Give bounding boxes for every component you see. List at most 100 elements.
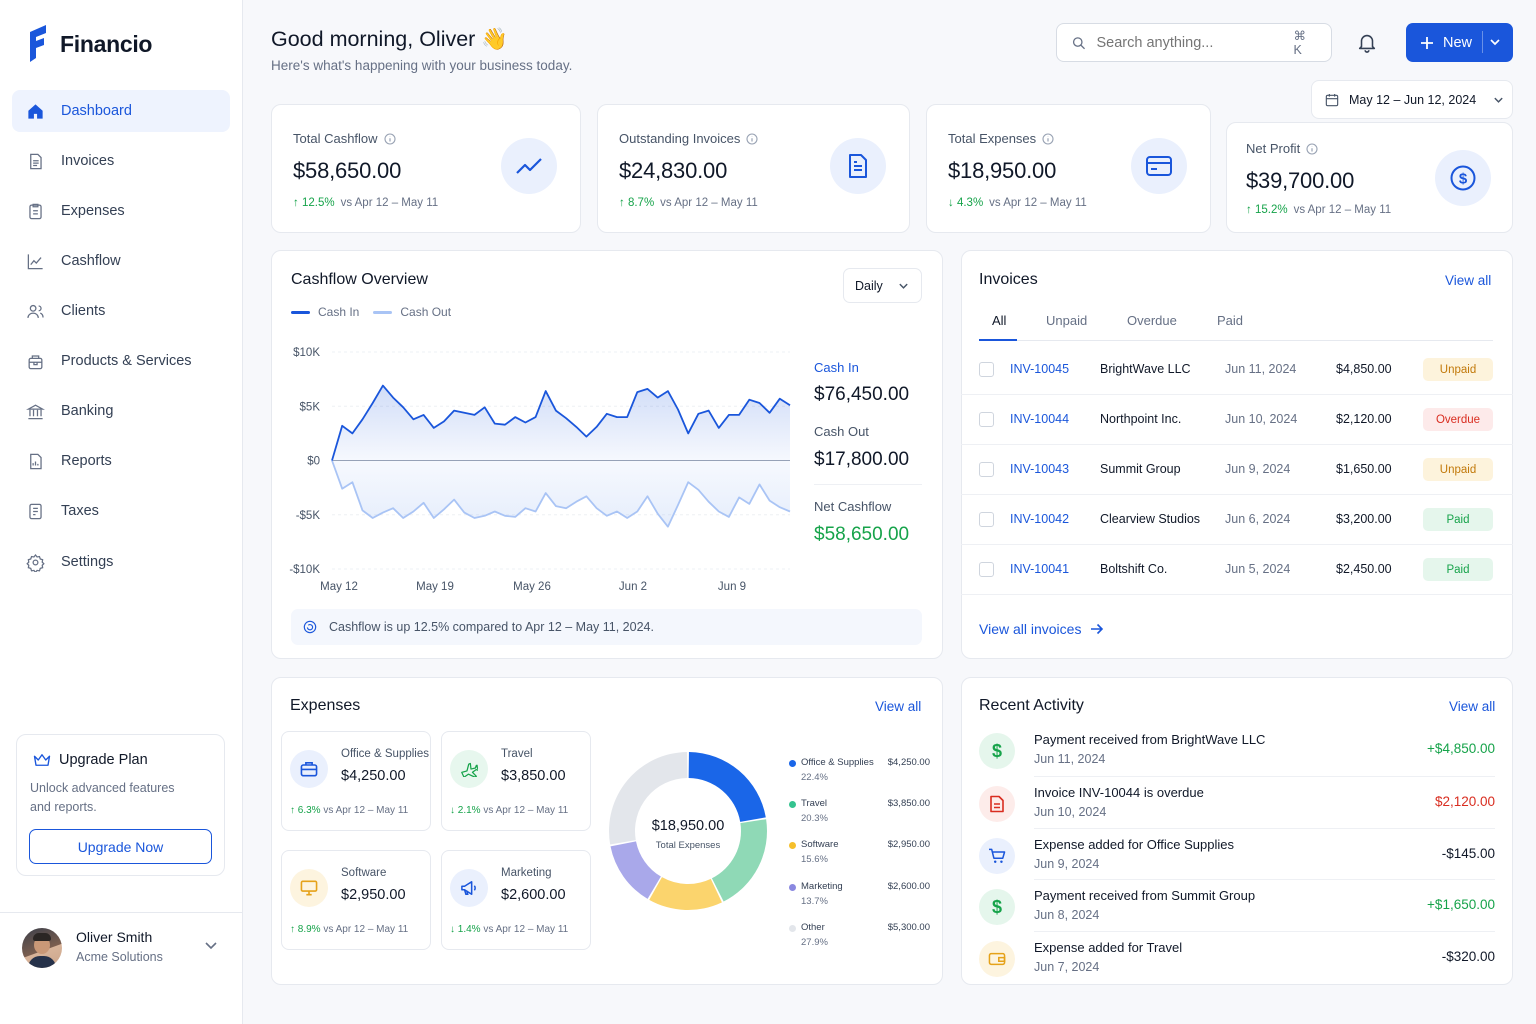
invoice-id[interactable]: INV-10044	[1010, 412, 1070, 426]
info-icon[interactable]	[746, 132, 758, 145]
stat-delta: ↑ 8.7% vs Apr 12 – May 11	[619, 197, 758, 209]
stat-value: $18,950.00	[948, 158, 1057, 183]
x-tick-label: Jun 9	[718, 581, 746, 593]
expenses-view-all-link[interactable]: View all	[875, 699, 922, 714]
sidebar-item-dashboard[interactable]: Dashboard	[12, 90, 230, 132]
megaphone-icon	[450, 869, 488, 907]
tab-all[interactable]: All	[992, 313, 1007, 328]
activity-view-all-link[interactable]: View all	[1449, 699, 1496, 714]
chevron-down-icon[interactable]	[204, 941, 218, 951]
search-input[interactable]	[1096, 34, 1284, 51]
invoices-view-all-link[interactable]: View all	[1445, 273, 1492, 288]
legend-swatch-cash-in	[291, 310, 310, 314]
brand-logo[interactable]: Financio	[26, 24, 152, 64]
row-checkbox[interactable]	[979, 562, 994, 577]
sidebar-item-expenses[interactable]: Expenses	[12, 190, 230, 232]
activity-title-text: Expense added for Office Supplies	[1034, 837, 1234, 852]
new-button[interactable]: New	[1406, 23, 1513, 62]
invoice-client: Northpoint Inc.	[1100, 412, 1182, 426]
sidebar-item-label: Settings	[61, 554, 114, 570]
invoice-id[interactable]: INV-10045	[1010, 362, 1070, 376]
info-icon[interactable]	[1042, 132, 1054, 145]
donut-segment	[688, 752, 766, 822]
table-row[interactable]: INV-10043 Summit Group Jun 9, 2024 $1,65…	[961, 445, 1513, 495]
info-icon[interactable]	[1306, 142, 1318, 155]
sidebar-item-banking[interactable]: Banking	[12, 390, 230, 432]
cashflow-title: Cashflow Overview	[291, 271, 428, 288]
legend-pct: 20.3%	[801, 813, 828, 824]
sidebar-item-reports[interactable]: Reports	[12, 440, 230, 482]
invoices-title: Invoices	[979, 271, 1038, 288]
wallet-icon	[979, 941, 1015, 977]
chevron-down-icon	[1490, 39, 1500, 46]
date-range-picker[interactable]: May 12 – Jun 12, 2024	[1311, 80, 1513, 119]
new-button-label: New	[1443, 34, 1473, 51]
financio-logo-icon	[30, 25, 46, 62]
sidebar-item-cashflow[interactable]: Cashflow	[12, 240, 230, 282]
tab-paid[interactable]: Paid	[1217, 313, 1244, 328]
row-checkbox[interactable]	[979, 412, 994, 427]
sidebar-item-taxes[interactable]: Taxes	[12, 490, 230, 532]
user-company: Acme Solutions	[76, 950, 163, 964]
sidebar-item-invoices[interactable]: Invoices	[12, 140, 230, 182]
delta-period: vs Apr 12 – May 11	[340, 197, 439, 209]
expense-tile-software[interactable]: Software $2,950.00 ↑ 8.9% vs Apr 12 – Ma…	[281, 850, 431, 950]
tax-icon	[29, 503, 42, 519]
document-icon	[830, 138, 886, 194]
table-row[interactable]: INV-10044 Northpoint Inc. Jun 10, 2024 $…	[961, 395, 1513, 445]
expense-name: Software	[341, 867, 387, 879]
sidebar-item-products[interactable]: Products & Services	[12, 340, 230, 382]
period-select[interactable]: Daily	[843, 268, 922, 303]
box-icon	[28, 354, 43, 369]
sidebar-item-settings[interactable]: Settings	[12, 541, 230, 583]
row-checkbox[interactable]	[979, 362, 994, 377]
expense-delta: ↑ 8.9% vs Apr 12 – May 11	[290, 924, 409, 935]
expense-tile-travel[interactable]: Travel $3,850.00 ↓ 2.1% vs Apr 12 – May …	[441, 731, 591, 831]
sidebar-item-label: Taxes	[61, 503, 99, 519]
briefcase-icon	[290, 750, 328, 788]
bell-icon[interactable]	[1356, 31, 1378, 53]
search-bar[interactable]: ⌘ K	[1056, 23, 1332, 62]
activity-item[interactable]: $ Payment received from BrightWave LLC J…	[977, 727, 1495, 779]
expense-amount: $2,950.00	[341, 887, 406, 903]
activity-item[interactable]: $ Payment received from Summit Group Jun…	[977, 883, 1495, 935]
activity-date: Jun 8, 2024	[1034, 908, 1100, 922]
arrow-up-icon: ↑ 15.2%	[1246, 204, 1288, 216]
stat-delta: ↑ 15.2% vs Apr 12 – May 11	[1246, 204, 1391, 216]
recent-activity-card	[961, 677, 1513, 985]
invoice-client: BrightWave LLC	[1100, 362, 1191, 376]
view-all-invoices-link[interactable]: View all invoices	[979, 621, 1104, 637]
dollar-icon: $	[979, 733, 1015, 769]
table-row[interactable]: INV-10042 Clearview Studios Jun 6, 2024 …	[961, 495, 1513, 545]
activity-item[interactable]: Expense added for Office Supplies Jun 9,…	[977, 832, 1495, 884]
sidebar-item-clients[interactable]: Clients	[12, 290, 230, 332]
invoice-id[interactable]: INV-10041	[1010, 562, 1070, 576]
activity-item[interactable]: Expense added for Travel Jun 7, 2024 -$3…	[977, 935, 1495, 987]
invoice-id[interactable]: INV-10043	[1010, 462, 1070, 476]
upgrade-now-button[interactable]: Upgrade Now	[29, 829, 212, 864]
activity-item[interactable]: Invoice INV-10044 is overdue Jun 10, 202…	[977, 780, 1495, 832]
status-badge: Overdue	[1423, 408, 1493, 431]
activity-title-text: Payment received from Summit Group	[1034, 888, 1256, 903]
delta-value: 4.3%	[956, 197, 984, 209]
y-tick-label: $10K	[293, 347, 320, 359]
expense-tile-marketing[interactable]: Marketing $2,600.00 ↓ 1.4% vs Apr 12 – M…	[441, 850, 591, 950]
divider	[1034, 776, 1495, 777]
alert-document-icon	[979, 786, 1015, 822]
user-profile[interactable]: Oliver Smith Acme Solutions	[0, 912, 242, 1024]
table-row[interactable]: INV-10045 BrightWave LLC Jun 11, 2024 $4…	[961, 345, 1513, 395]
delta-period: vs Apr 12 – May 11	[323, 805, 409, 816]
cash-out-line	[331, 460, 791, 528]
row-checkbox[interactable]	[979, 462, 994, 477]
invoice-id[interactable]: INV-10042	[1010, 512, 1070, 526]
info-icon[interactable]	[383, 132, 396, 145]
table-row[interactable]: INV-10041 Boltshift Co. Jun 5, 2024 $2,4…	[961, 545, 1513, 595]
calendar-icon	[1325, 93, 1339, 106]
invoice-date: Jun 6, 2024	[1225, 512, 1291, 526]
expense-tile-office[interactable]: Office & Supplies $4,250.00 ↑ 6.3% vs Ap…	[281, 731, 431, 831]
row-checkbox[interactable]	[979, 512, 994, 527]
y-tick-label: -$5K	[296, 510, 321, 522]
legend-pct: 27.9%	[801, 937, 828, 948]
tab-unpaid[interactable]: Unpaid	[1046, 313, 1088, 328]
tab-overdue[interactable]: Overdue	[1127, 313, 1177, 328]
